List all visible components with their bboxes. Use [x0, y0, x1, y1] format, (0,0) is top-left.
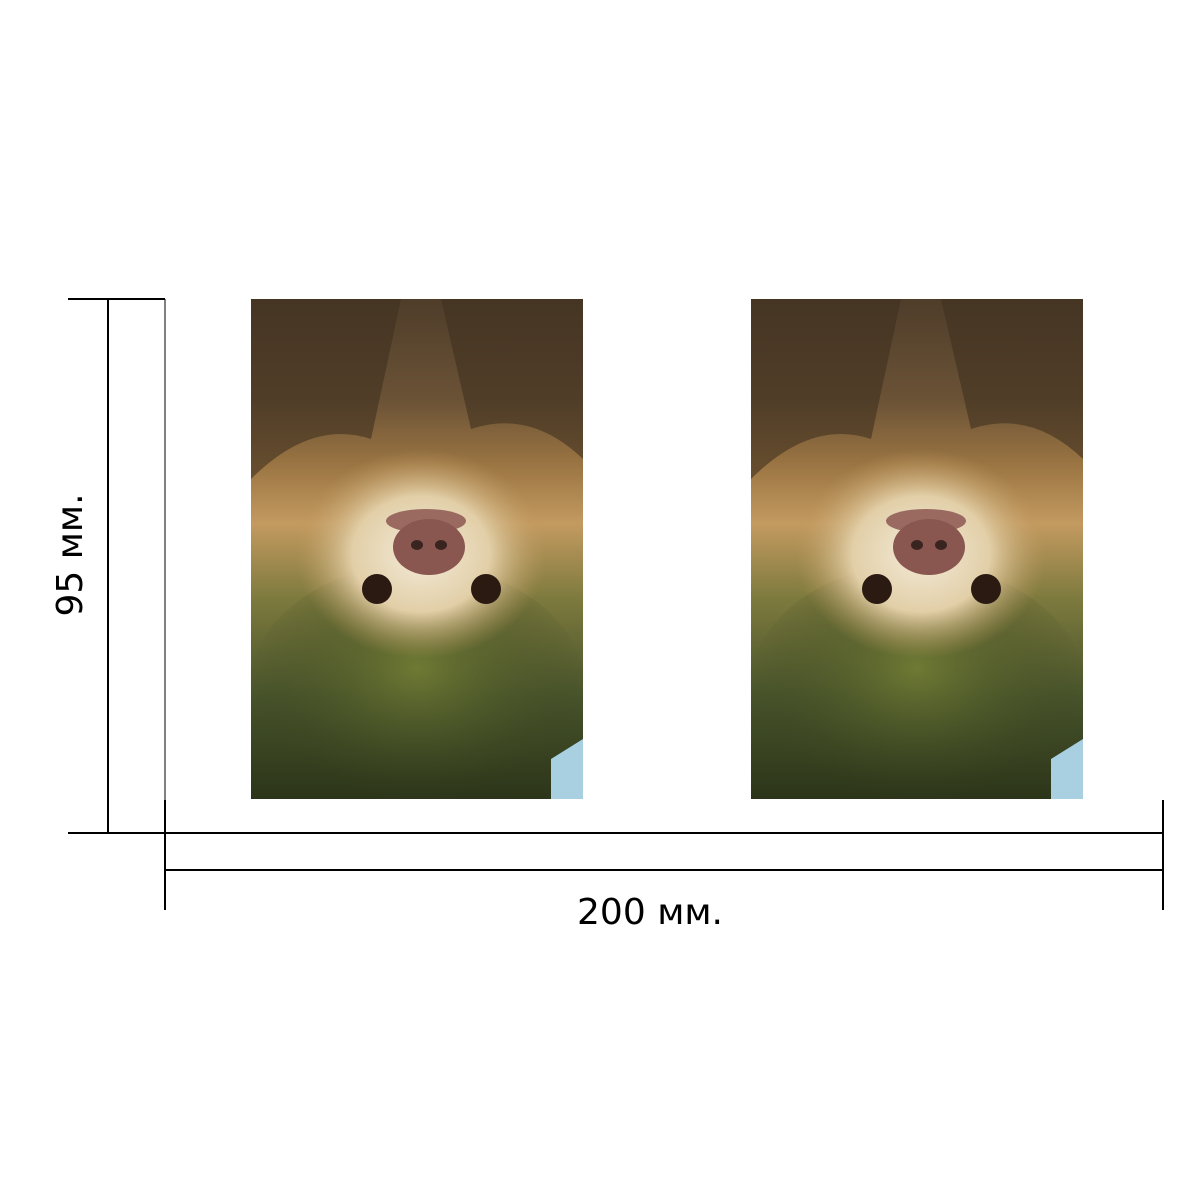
width-label: 200 мм.	[577, 892, 723, 933]
height-label: 95 мм.	[50, 493, 91, 616]
product-image	[747, 299, 1087, 824]
product-image	[247, 299, 587, 824]
